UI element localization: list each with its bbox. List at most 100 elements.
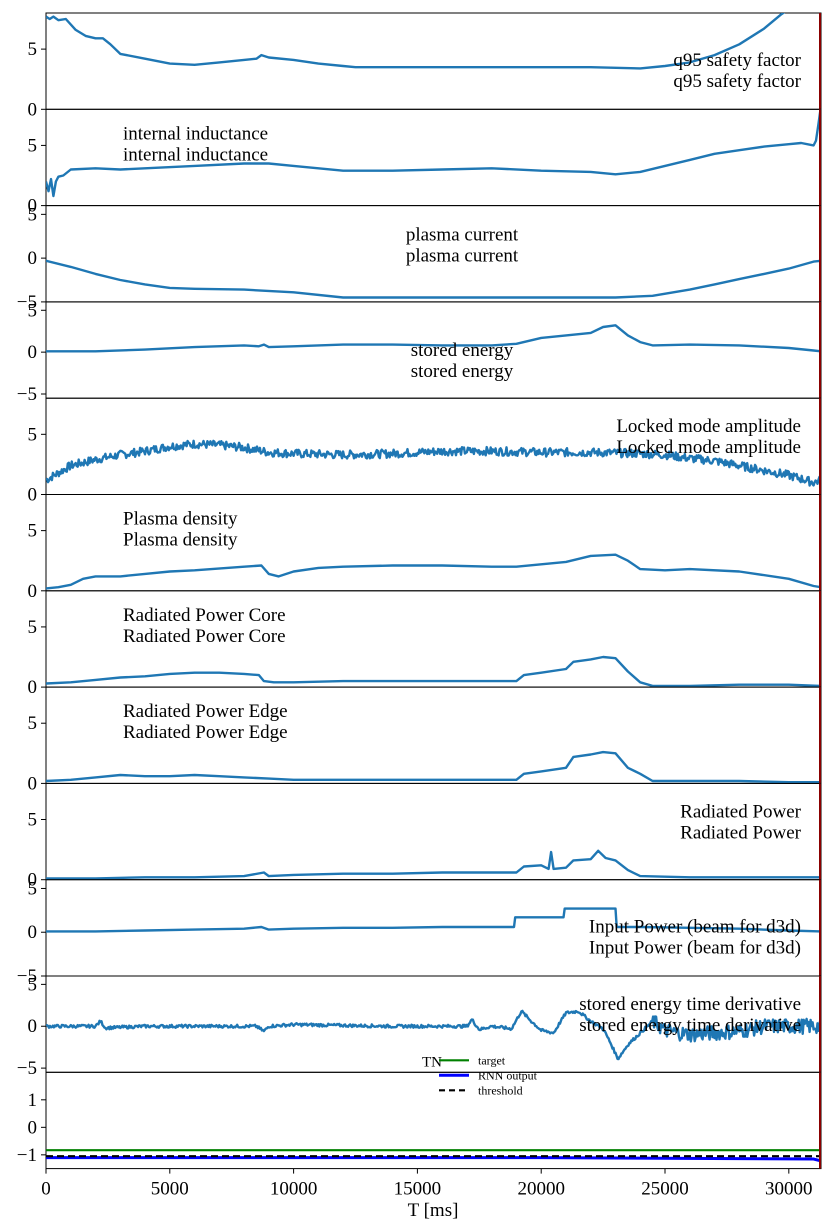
subplot-frame xyxy=(45,1071,822,1170)
legend-entry: RNN output xyxy=(478,1068,538,1082)
panel-label: Radiated Power xyxy=(680,822,802,843)
y-tick-label: 0 xyxy=(28,99,38,120)
y-tick-label: 0 xyxy=(28,196,38,217)
series-rnn-output xyxy=(46,1156,821,1163)
panel-label: internal inductance xyxy=(123,123,268,144)
y-tick-label: 5 xyxy=(28,39,38,60)
y-tick-label: 5 xyxy=(28,204,38,225)
panel-label: plasma current xyxy=(406,246,519,267)
plot-area xyxy=(46,750,821,784)
x-tick-label: 25000 xyxy=(641,1179,689,1200)
series-line xyxy=(46,849,821,880)
legend-entry: target xyxy=(478,1053,506,1067)
x-tick-label: 10000 xyxy=(270,1179,318,1200)
panel-label: Radiated Power Edge xyxy=(123,722,288,743)
plot-area xyxy=(46,13,786,70)
y-tick-label: 5 xyxy=(28,713,38,734)
panel-label: stored energy xyxy=(411,340,514,361)
panel-label: Locked mode amplitude xyxy=(616,416,801,437)
y-tick-label: 0 xyxy=(28,1117,38,1138)
panel-label: Radiated Power Core xyxy=(123,626,286,647)
legend-title: TN xyxy=(422,1054,442,1070)
y-tick-label: 0 xyxy=(28,677,38,698)
subplot-11: −5 0 5 stored energy time derivativestored … xyxy=(17,974,822,1079)
plot-area xyxy=(46,109,821,198)
panel-label: Input Power (beam for d3d) xyxy=(589,917,801,938)
y-tick-label: 0 xyxy=(28,485,38,506)
y-tick-label: 5 xyxy=(28,135,38,156)
y-tick-label: 0 xyxy=(28,1016,38,1037)
panel-label: Plasma density xyxy=(123,509,238,530)
x-tick-label: 5000 xyxy=(151,1179,189,1200)
y-tick-label: −1 xyxy=(17,1145,37,1166)
series-line xyxy=(46,259,821,299)
plot-area xyxy=(46,655,821,688)
plot-area xyxy=(46,1009,821,1061)
y-tick-label: 0 xyxy=(28,773,38,794)
panel-label: q95 safety factor xyxy=(673,71,801,92)
panel-label: Radiated Power Edge xyxy=(123,701,288,722)
y-tick-label: 5 xyxy=(28,617,38,638)
series-line xyxy=(46,553,821,590)
panel-label: stored energy time derivative xyxy=(579,1015,801,1036)
y-tick-label: −5 xyxy=(17,966,37,987)
y-tick-label: 0 xyxy=(28,342,38,363)
y-tick-label: 1 xyxy=(28,1090,38,1111)
legend-entry: threshold xyxy=(478,1083,523,1097)
panel-label: Locked mode amplitude xyxy=(616,437,801,458)
y-tick-label: −5 xyxy=(17,1058,37,1079)
y-tick-label: 5 xyxy=(28,810,38,831)
panel-label: q95 safety factor xyxy=(673,50,801,71)
series-line xyxy=(46,13,786,70)
series-line xyxy=(46,750,821,784)
plot-area xyxy=(46,439,821,487)
y-tick-label: 5 xyxy=(28,878,38,899)
y-tick-label: 5 xyxy=(28,521,38,542)
panel-label: Radiated Power Core xyxy=(123,605,286,626)
subplot-12: −1 0 1 xyxy=(17,1071,822,1170)
x-tick-label: 30000 xyxy=(765,1179,813,1200)
x-axis-title: T [ms] xyxy=(408,1200,459,1221)
series-line xyxy=(46,1009,821,1061)
subplot-10: −5 0 5 Input Power (beam for d3d)Input Powe… xyxy=(17,878,822,987)
series-line xyxy=(46,324,821,353)
plot-area xyxy=(46,259,821,299)
plot-area xyxy=(46,324,821,353)
panel-label: stored energy time derivative xyxy=(579,994,801,1015)
series-line xyxy=(46,439,821,487)
x-tick-label: 0 xyxy=(41,1179,51,1200)
y-tick-label: 0 xyxy=(28,248,38,269)
panel-label: internal inductance xyxy=(123,144,268,165)
y-tick-label: 5 xyxy=(28,300,38,321)
x-tick-label: 15000 xyxy=(394,1179,442,1200)
y-tick-label: 5 xyxy=(28,424,38,445)
panel-label: plasma current xyxy=(406,225,519,246)
panel-label: stored energy xyxy=(411,361,514,382)
panel-label: Radiated Power xyxy=(680,801,802,822)
plot-area xyxy=(46,849,821,880)
x-axis: 0 5000 10000 15000 20000 25000 30000 xyxy=(41,1168,813,1200)
x-tick-label: 20000 xyxy=(517,1179,565,1200)
y-tick-label: −5 xyxy=(17,384,37,405)
plot-area xyxy=(46,553,821,590)
plot-area xyxy=(46,1149,821,1163)
panel-label: Plasma density xyxy=(123,530,238,551)
series-line xyxy=(46,109,821,198)
y-tick-label: 5 xyxy=(28,974,38,995)
y-tick-label: 0 xyxy=(28,922,38,943)
y-tick-label: 0 xyxy=(28,581,38,602)
series-line xyxy=(46,655,821,688)
plot-area xyxy=(46,907,821,933)
